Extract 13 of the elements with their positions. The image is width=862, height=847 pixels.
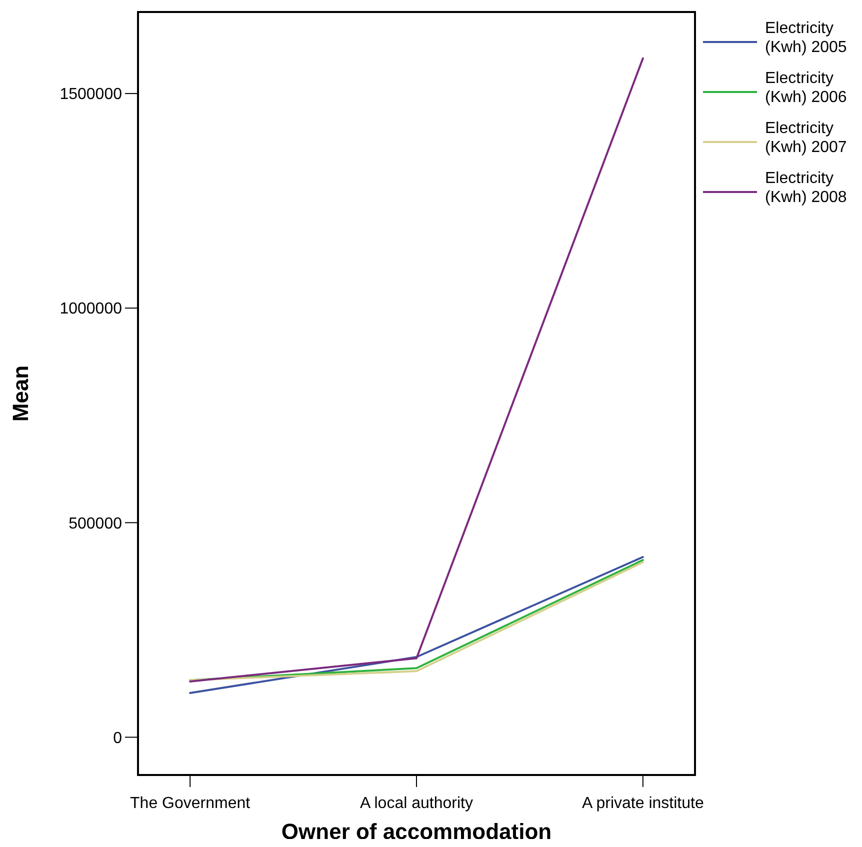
y-tick-label: 500000 — [68, 515, 122, 532]
y-axis-title: Mean — [8, 365, 33, 422]
x-tick-label: A private institute — [582, 795, 704, 812]
x-axis-title: Owner of accommodation — [281, 819, 552, 844]
legend-label: Electricity (Kwh) 2007 — [765, 120, 847, 156]
x-tick-label: A local authority — [360, 795, 473, 812]
y-tick-label: 0 — [113, 730, 122, 747]
legend-label: Electricity (Kwh) 2005 — [765, 20, 847, 56]
y-tick-label: 1500000 — [60, 86, 122, 104]
legend-label: Electricity (Kwh) 2008 — [765, 170, 847, 206]
x-tick-label: The Government — [130, 795, 251, 812]
y-tick-label: 1000000 — [60, 300, 122, 318]
legend-label: Electricity (Kwh) 2006 — [765, 70, 847, 106]
